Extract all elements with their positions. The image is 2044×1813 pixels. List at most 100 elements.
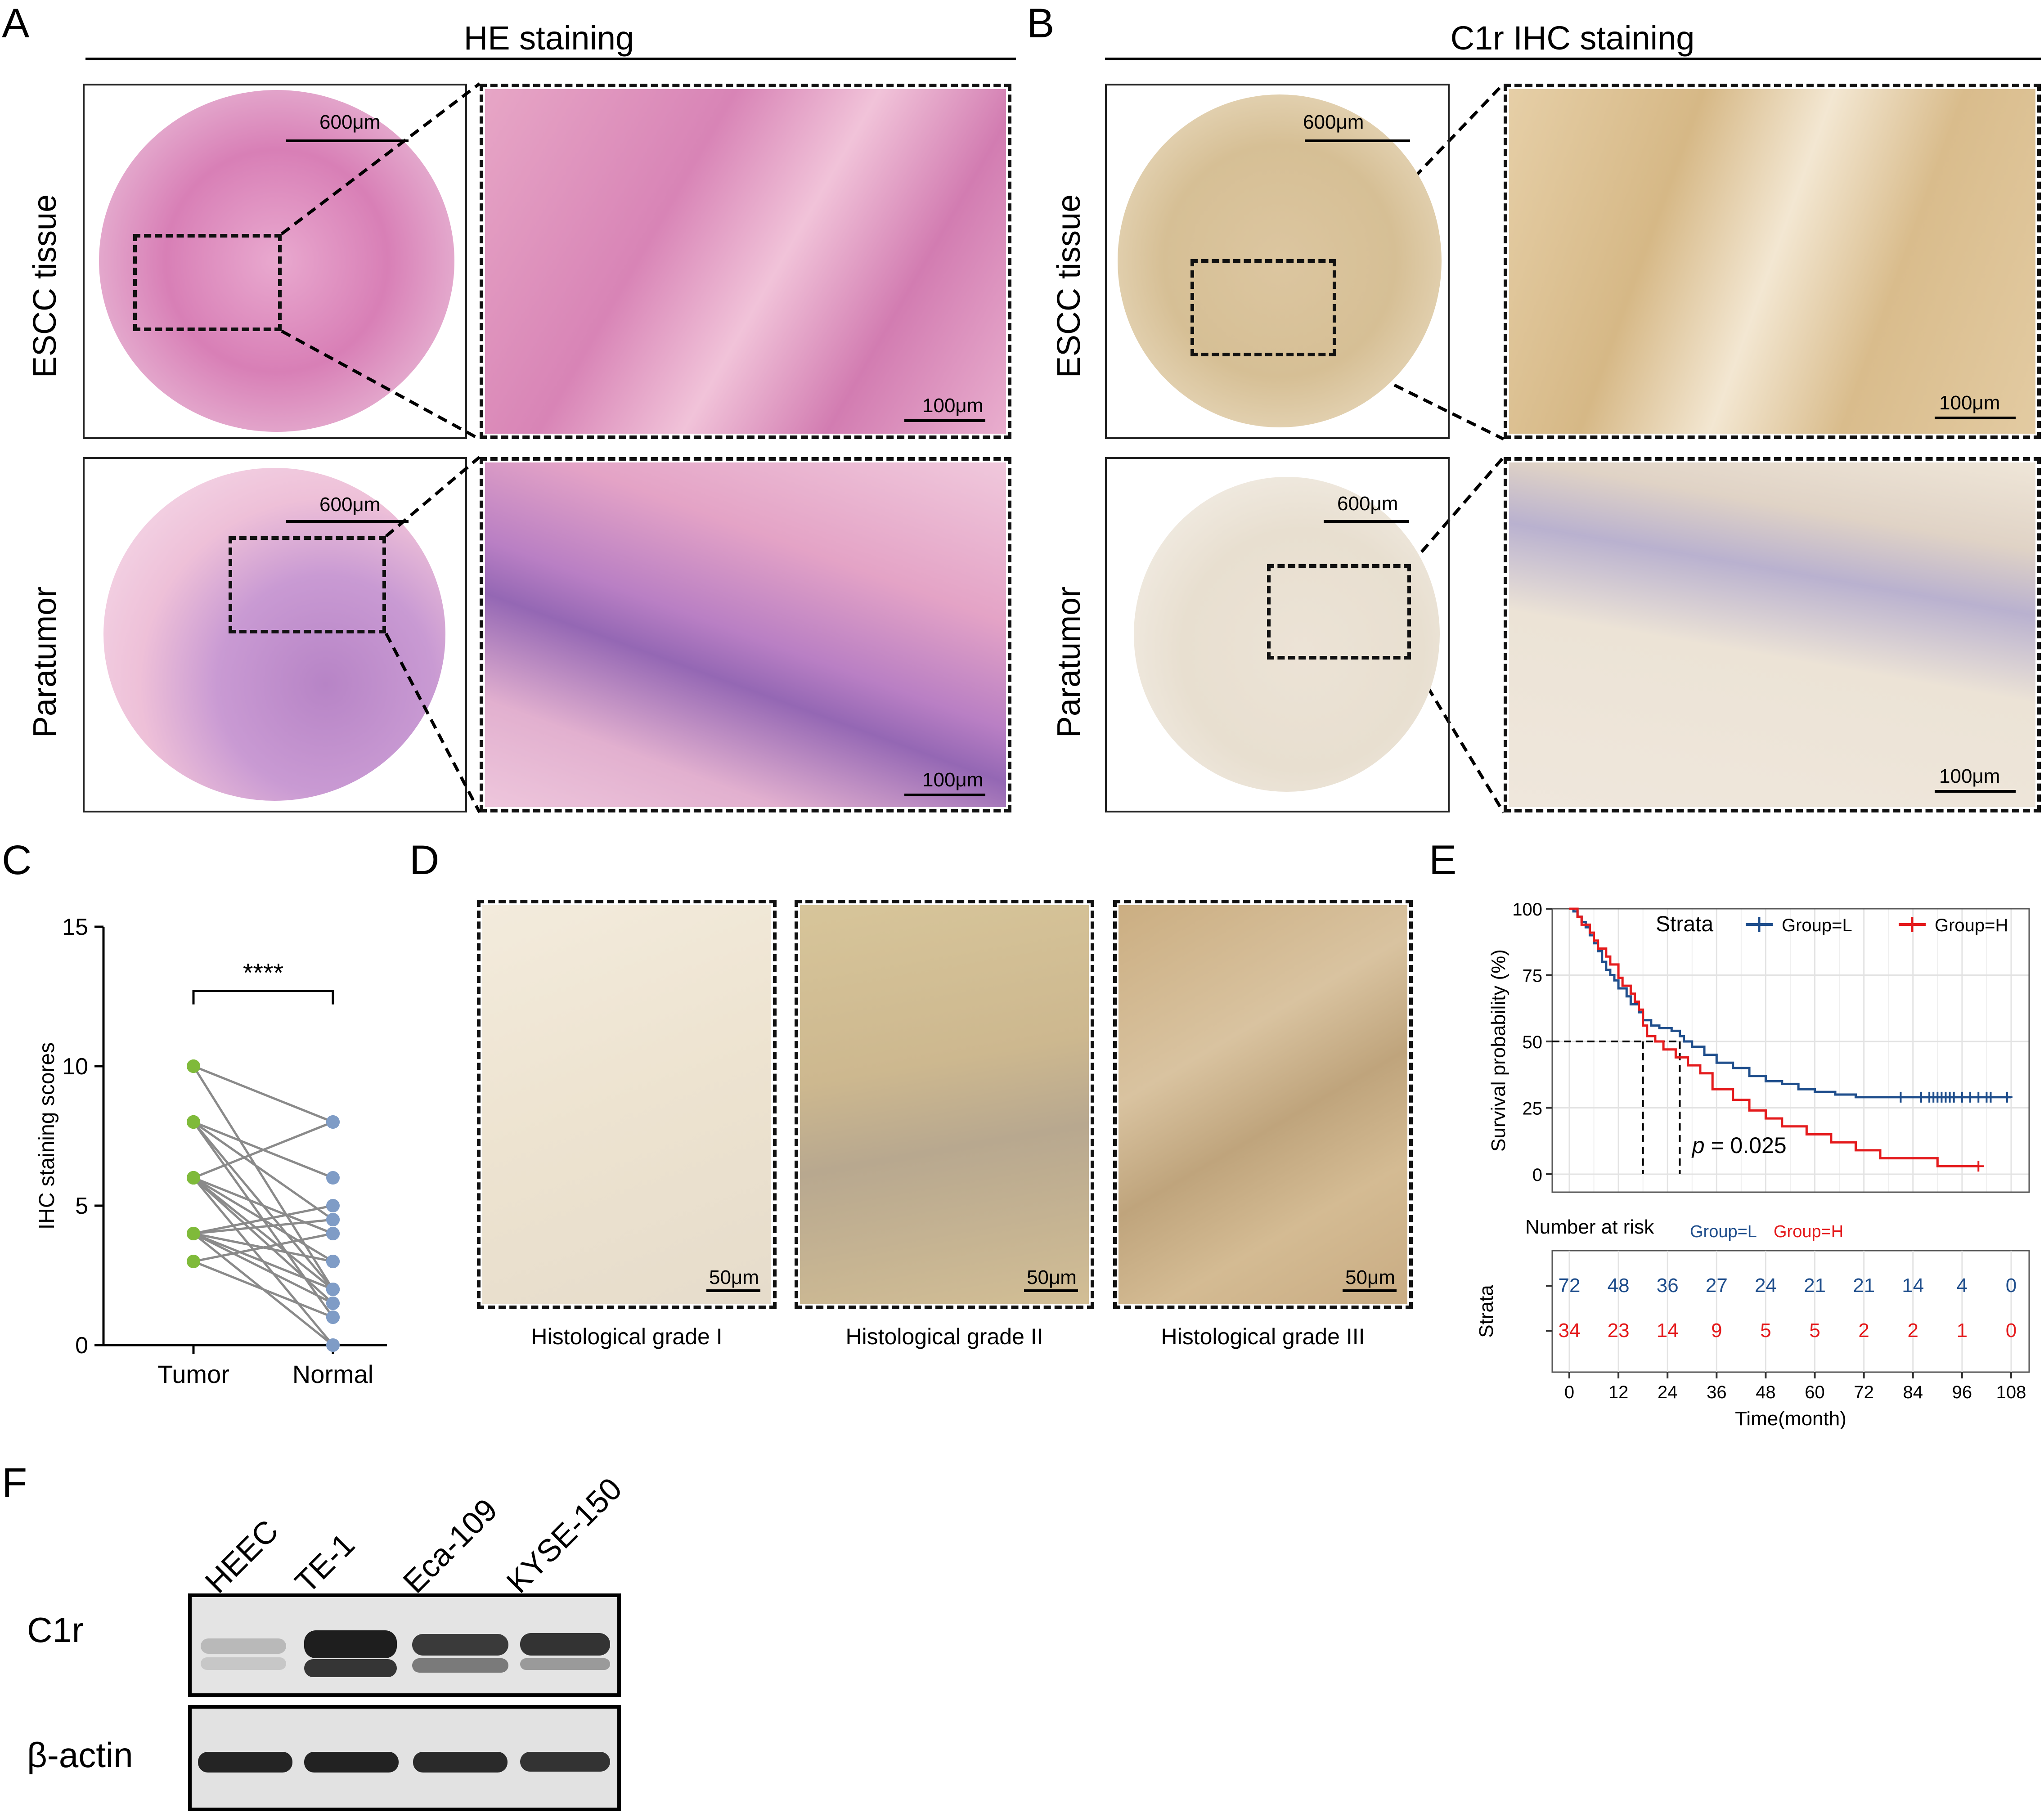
e-x-tick-label: 60	[1805, 1382, 1825, 1402]
band-actin-te1	[304, 1752, 399, 1773]
band-c1r-te1-lower	[304, 1659, 397, 1677]
ihc-para-overview-image	[1134, 477, 1440, 792]
he-para-overview-frame	[83, 457, 467, 812]
panel-c-letter: C	[2, 837, 32, 883]
lane-label-3: KYSE-150	[499, 1471, 629, 1600]
e-risk-value: 1	[1957, 1319, 1968, 1342]
c-y-tick-label: 0	[75, 1333, 88, 1359]
e-risk-frame	[1551, 1250, 2030, 1373]
panel-b-letter: B	[1027, 0, 1055, 46]
grade-3-caption: Histological grade III	[1161, 1324, 1365, 1349]
grade-3-image	[1119, 905, 1407, 1304]
ihc-escc-overview-frame	[1105, 84, 1450, 439]
e-risk-value: 2	[1908, 1319, 1918, 1342]
e-risk-value: 48	[1608, 1274, 1630, 1297]
ihc-escc-zoom-scale-label: 100μm	[1939, 392, 2000, 414]
c-tumor-point	[187, 1255, 200, 1268]
grade-2-scale-bar	[1024, 1289, 1078, 1292]
c-normal-point	[326, 1338, 340, 1352]
e-plot-frame	[1551, 908, 2030, 1193]
c-pair-line	[193, 1065, 333, 1123]
he-para-overview-image	[103, 468, 445, 801]
ihc-escc-overview-scale-bar	[1305, 139, 1410, 142]
he-para-zoom-scale-label: 100μm	[922, 769, 984, 791]
c-significance-bracket	[192, 990, 334, 1005]
e-risk-value: 34	[1559, 1319, 1581, 1342]
e-risk-value: 36	[1657, 1274, 1679, 1297]
panel-f-letter: F	[2, 1460, 27, 1506]
c-normal-point	[326, 1297, 340, 1310]
ihc-para-roi-box	[1267, 564, 1411, 660]
he-para-roi-box	[229, 536, 386, 633]
ihc-para-overview-scale-label: 600μm	[1337, 493, 1398, 515]
grade-3-scale-label: 50μm	[1345, 1266, 1395, 1288]
e-x-tick-label: 72	[1854, 1382, 1874, 1402]
e-risk-value: 5	[1760, 1319, 1771, 1342]
he-para-zoom-scale-bar	[904, 794, 985, 796]
e-curve-1	[1569, 907, 1979, 1167]
e-y-tick-label: 50	[1523, 1032, 1543, 1052]
e-pvalue: p = 0.025	[1691, 1133, 1787, 1158]
c-tumor-point	[187, 1171, 200, 1185]
e-y-tick-label: 100	[1512, 900, 1542, 920]
e-y-tick-label: 0	[1532, 1165, 1542, 1185]
e-x-axis-label: Time(month)	[1735, 1408, 1846, 1430]
band-c1r-heec-upper	[201, 1638, 286, 1654]
e-risk-value: 72	[1559, 1274, 1581, 1297]
ihc-escc-overview-scale-label: 600μm	[1303, 111, 1364, 133]
lane-label-2: Eca-109	[396, 1492, 504, 1600]
e-risk-value: 24	[1755, 1274, 1777, 1297]
c-pair-line	[193, 1232, 333, 1291]
c-y-tick-label: 15	[62, 914, 88, 940]
e-risk-value: 0	[2006, 1319, 2017, 1342]
c-y-tick-label: 5	[75, 1193, 88, 1219]
grade-2-caption: Histological grade II	[845, 1324, 1043, 1349]
e-censor-mark	[2001, 1091, 2013, 1103]
panel-c-chart: 0 5 10 15 Tumor Normal IHC staining scores ****	[35, 914, 387, 1388]
he-para-zoom-image	[485, 462, 1006, 807]
e-risk-title: Number at risk	[1525, 1216, 1654, 1238]
e-x-tick-label: 48	[1756, 1382, 1776, 1402]
c-pair-line	[193, 1177, 334, 1304]
e-legend-title: Strata	[1656, 912, 1713, 936]
c-significance-label: ****	[243, 959, 283, 988]
c-pair-line	[193, 1218, 333, 1235]
c-normal-point	[326, 1283, 340, 1296]
e-risk-value: 2	[1858, 1319, 1869, 1342]
c-y-tick-label: 10	[62, 1054, 88, 1080]
grade-1-image	[482, 905, 771, 1304]
grade-3-scale-bar	[1343, 1289, 1397, 1292]
c-pair-line	[193, 1121, 334, 1221]
c-normal-point	[326, 1310, 340, 1324]
he-para-overview-scale-label: 600μm	[319, 494, 381, 516]
e-risk-value: 9	[1711, 1319, 1722, 1342]
e-x-tick-label: 108	[1996, 1382, 2026, 1402]
panel-a-title: HE staining	[463, 19, 634, 57]
he-escc-zoom-image	[485, 89, 1006, 434]
ihc-para-zoom-frame	[1504, 457, 2041, 812]
he-escc-zoom-scale-label: 100μm	[922, 395, 984, 417]
c-pair-line	[193, 1233, 334, 1346]
e-x-tick-label: 96	[1952, 1382, 1972, 1402]
panel-a-letter: A	[2, 0, 30, 46]
grade-2-scale-label: 50μm	[1027, 1266, 1077, 1288]
e-risk-legend-h: Group=H	[1774, 1222, 1843, 1241]
grade-1-scale-bar	[706, 1289, 760, 1292]
e-y-tick-label: 75	[1523, 966, 1543, 986]
e-risk-value: 14	[1657, 1319, 1679, 1342]
he-escc-overview-scale-label: 600μm	[319, 111, 381, 133]
band-c1r-kyse150-upper	[520, 1633, 610, 1656]
panel-e-letter: E	[1429, 837, 1457, 883]
c-pair-line	[193, 1232, 334, 1305]
c-pair-line	[193, 1232, 333, 1263]
he-para-zoom-frame	[480, 457, 1011, 812]
grade-3-frame	[1113, 900, 1413, 1309]
c-pair-line	[193, 1204, 333, 1235]
c-tumor-point	[187, 1059, 200, 1073]
c-x-tick-label-1: Normal	[292, 1360, 373, 1388]
e-risk-value: 21	[1804, 1274, 1826, 1297]
band-c1r-te1-upper	[304, 1630, 397, 1658]
ihc-para-zoom-scale-label: 100μm	[1939, 765, 2000, 787]
e-y-axis-label: Survival probability (%)	[1487, 949, 1509, 1152]
